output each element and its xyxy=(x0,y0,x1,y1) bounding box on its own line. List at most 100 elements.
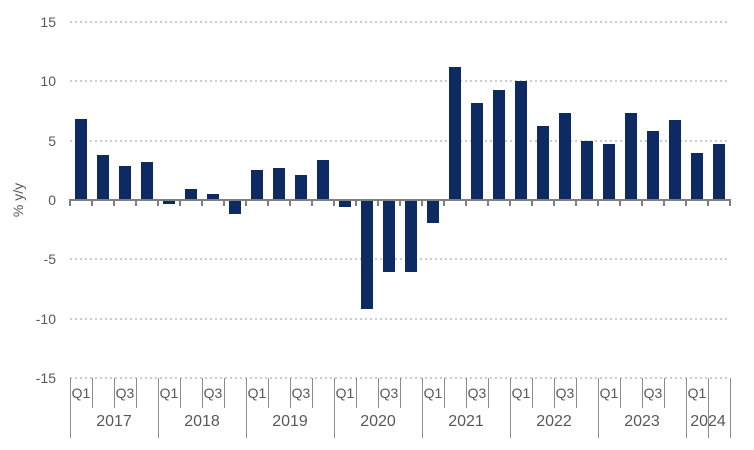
bar-2023-q2 xyxy=(625,113,637,200)
axis-tick xyxy=(289,199,291,206)
axis-tick xyxy=(663,199,665,206)
axis-tick xyxy=(399,199,401,206)
y-tick-label: 15 xyxy=(40,14,56,30)
category-separator xyxy=(92,378,93,408)
quarter-label: Q3 xyxy=(555,385,575,401)
gridline xyxy=(70,139,730,142)
category-separator xyxy=(202,378,203,408)
bar-2019-q3 xyxy=(295,175,307,200)
zero-axis-line xyxy=(70,199,730,201)
quarter-label: Q3 xyxy=(643,385,663,401)
bar-2018-q2 xyxy=(185,189,197,200)
category-separator xyxy=(598,378,599,438)
axis-tick xyxy=(377,199,379,206)
category-separator xyxy=(334,378,335,438)
bar-2024-q1 xyxy=(691,152,703,200)
category-separator xyxy=(708,378,709,438)
gridline xyxy=(70,317,730,320)
category-separator xyxy=(686,378,687,438)
bar-2017-q3 xyxy=(119,165,131,200)
axis-tick xyxy=(267,199,269,206)
bar-2020-q3 xyxy=(383,200,395,273)
category-separator xyxy=(114,378,115,408)
axis-tick xyxy=(355,199,357,206)
y-tick-label: -15 xyxy=(35,370,56,386)
quarter-label: Q3 xyxy=(291,385,311,401)
bar-2018-q1 xyxy=(163,200,175,204)
category-separator xyxy=(378,378,379,408)
category-separator xyxy=(554,378,555,408)
bar-2024-q2 xyxy=(713,144,725,200)
axis-tick xyxy=(421,199,423,206)
axis-tick xyxy=(311,199,313,206)
quarter-label: Q3 xyxy=(115,385,135,401)
category-separator xyxy=(488,378,489,408)
bar-2017-q1 xyxy=(75,119,87,200)
axis-tick xyxy=(113,199,115,206)
quarter-label: Q1 xyxy=(511,385,531,401)
axis-tick xyxy=(729,199,731,206)
y-tick-label: -10 xyxy=(35,310,56,327)
axis-tick xyxy=(685,199,687,206)
quarter-label: Q1 xyxy=(159,385,179,401)
quarter-label: Q3 xyxy=(467,385,487,401)
category-separator xyxy=(180,378,181,408)
bar-2018-q4 xyxy=(229,200,241,215)
quarter-label: Q1 xyxy=(423,385,443,401)
bar-2017-q2 xyxy=(97,154,109,200)
category-separator xyxy=(246,378,247,438)
category-separator xyxy=(268,378,269,408)
bar-2020-q1 xyxy=(339,200,351,208)
year-label: 2017 xyxy=(96,413,132,430)
category-separator xyxy=(510,378,511,438)
axis-tick xyxy=(465,199,467,206)
category-separator xyxy=(70,378,71,438)
quarter-label: Q3 xyxy=(379,385,399,401)
bar-2021-q3 xyxy=(471,102,483,200)
axis-tick xyxy=(135,199,137,206)
bar-2022-q2 xyxy=(537,126,549,200)
bar-2023-q1 xyxy=(603,144,615,200)
axis-tick xyxy=(91,199,93,206)
category-separator xyxy=(224,378,225,408)
bar-2021-q4 xyxy=(493,89,505,200)
year-label: 2023 xyxy=(624,413,660,430)
year-label: 2021 xyxy=(448,413,484,430)
bar-2019-q4 xyxy=(317,159,329,200)
bar-2022-q4 xyxy=(581,140,593,200)
gridline xyxy=(70,80,730,83)
category-separator xyxy=(400,378,401,408)
bar-2020-q4 xyxy=(405,200,417,273)
year-label: 2019 xyxy=(272,413,308,430)
quarter-label: Q1 xyxy=(247,385,267,401)
category-separator xyxy=(730,378,731,438)
axis-tick xyxy=(333,199,335,206)
category-separator xyxy=(312,378,313,408)
axis-tick xyxy=(179,199,181,206)
axis-tick xyxy=(509,199,511,206)
quarter-label: Q1 xyxy=(599,385,619,401)
gridline xyxy=(70,21,730,23)
axis-tick xyxy=(201,199,203,206)
y-tick-label: 0 xyxy=(48,192,56,208)
category-separator xyxy=(290,378,291,408)
bar-2018-q3 xyxy=(207,194,219,200)
category-separator xyxy=(532,378,533,408)
quarter-label: Q1 xyxy=(71,385,91,401)
quarter-label: Q3 xyxy=(203,385,223,401)
quarter-label: Q1 xyxy=(335,385,355,401)
axis-tick xyxy=(531,199,533,206)
axis-tick xyxy=(245,199,247,206)
axis-tick xyxy=(641,199,643,206)
year-label: 2020 xyxy=(360,413,396,430)
bar-2017-q4 xyxy=(141,162,153,200)
bar-2021-q1 xyxy=(427,200,439,223)
y-tick-label: -5 xyxy=(43,251,56,268)
category-separator xyxy=(664,378,665,408)
category-separator xyxy=(356,378,357,408)
axis-tick xyxy=(157,199,159,206)
category-separator xyxy=(158,378,159,438)
bar-2019-q1 xyxy=(251,170,263,200)
axis-tick xyxy=(69,199,71,206)
